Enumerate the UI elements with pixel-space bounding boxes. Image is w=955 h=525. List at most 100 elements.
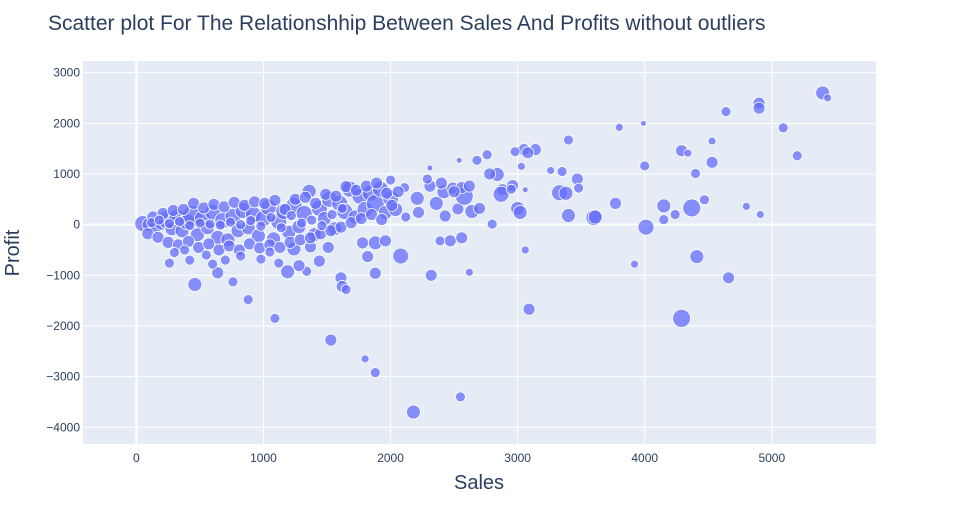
scatter-point[interactable] — [207, 258, 219, 270]
scatter-point[interactable] — [424, 268, 438, 282]
scatter-point[interactable] — [211, 266, 225, 280]
scatter-point[interactable] — [509, 146, 521, 158]
scatter-point[interactable] — [312, 254, 326, 268]
scatter-point[interactable] — [505, 183, 517, 195]
scatter-point[interactable] — [587, 209, 603, 225]
scatter-point[interactable] — [370, 176, 383, 190]
scatter-point[interactable] — [752, 101, 766, 115]
scatter-point[interactable] — [153, 214, 165, 226]
scatter-point[interactable] — [265, 212, 277, 223]
scatter-point[interactable] — [179, 244, 191, 256]
scatter-point[interactable] — [690, 168, 701, 179]
scatter-point[interactable] — [286, 210, 297, 221]
scatter-point[interactable] — [184, 254, 196, 266]
scatter-point[interactable] — [296, 217, 307, 229]
scatter-point[interactable] — [428, 195, 444, 211]
scatter-point[interactable] — [375, 213, 389, 226]
scatter-point[interactable] — [385, 198, 399, 212]
scatter-point[interactable] — [169, 247, 180, 258]
scatter-point[interactable] — [455, 231, 469, 245]
scatter-point[interactable] — [174, 216, 185, 227]
scatter-point[interactable] — [225, 216, 236, 228]
scatter-point[interactable] — [683, 148, 693, 158]
scatter-point[interactable] — [658, 214, 670, 225]
scatter-point[interactable] — [558, 185, 574, 201]
scatter-point[interactable] — [426, 164, 434, 172]
scatter-point[interactable] — [682, 198, 702, 218]
scatter-point[interactable] — [235, 250, 246, 262]
scatter-point[interactable] — [202, 237, 216, 251]
scatter-point[interactable] — [573, 182, 585, 194]
scatter-point[interactable] — [561, 208, 576, 223]
scatter-point[interactable] — [741, 201, 751, 211]
scatter-point[interactable] — [326, 209, 338, 220]
scatter-point[interactable] — [275, 222, 287, 234]
scatter-point[interactable] — [400, 211, 412, 223]
scatter-point[interactable] — [777, 122, 789, 134]
scatter-point[interactable] — [521, 146, 535, 160]
scatter-point[interactable] — [329, 189, 343, 203]
scatter-point[interactable] — [512, 205, 528, 220]
scatter-point[interactable] — [368, 266, 382, 280]
scatter-point[interactable] — [639, 160, 651, 172]
scatter-point[interactable] — [823, 93, 833, 103]
scatter-point[interactable] — [280, 264, 296, 280]
scatter-point[interactable] — [324, 333, 338, 347]
scatter-point[interactable] — [521, 186, 529, 194]
scatter-point[interactable] — [360, 354, 370, 364]
scatter-point[interactable] — [447, 185, 461, 199]
scatter-point[interactable] — [720, 106, 732, 118]
scatter-point[interactable] — [471, 154, 483, 166]
scatter-point[interactable] — [434, 235, 446, 247]
scatter-point[interactable] — [242, 294, 254, 306]
scatter-point[interactable] — [556, 166, 568, 177]
scatter-point[interactable] — [637, 218, 655, 236]
scatter-point[interactable] — [421, 173, 433, 185]
scatter-point[interactable] — [406, 404, 421, 420]
scatter-point[interactable] — [187, 277, 203, 292]
scatter-point[interactable] — [214, 219, 226, 231]
scatter-point[interactable] — [369, 367, 381, 378]
scatter-point[interactable] — [379, 234, 392, 248]
scatter-point[interactable] — [321, 241, 335, 254]
scatter-point[interactable] — [245, 215, 257, 226]
scatter-point[interactable] — [227, 276, 239, 288]
scatter-point[interactable] — [356, 236, 369, 250]
scatter-point[interactable] — [630, 259, 639, 269]
scatter-point[interactable] — [481, 149, 493, 161]
scatter-point[interactable] — [640, 119, 647, 127]
scatter-point[interactable] — [522, 302, 536, 316]
scatter-point[interactable] — [365, 208, 378, 221]
scatter-point[interactable] — [669, 209, 681, 220]
scatter-point[interactable] — [268, 193, 282, 207]
scatter-point[interactable] — [269, 312, 281, 324]
scatter-point[interactable] — [176, 203, 190, 216]
scatter-point[interactable] — [563, 134, 574, 146]
scatter-point[interactable] — [699, 194, 710, 206]
scatter-point[interactable] — [340, 284, 352, 295]
scatter-point[interactable] — [200, 249, 212, 261]
scatter-point[interactable] — [656, 198, 672, 214]
scatter-point[interactable] — [609, 196, 622, 210]
scatter-point[interactable] — [791, 150, 803, 162]
scatter-point[interactable] — [546, 166, 556, 175]
scatter-point[interactable] — [361, 250, 375, 263]
scatter-point[interactable] — [264, 246, 276, 258]
scatter-point[interactable] — [151, 230, 165, 244]
scatter-point[interactable] — [443, 234, 457, 248]
scatter-point[interactable] — [707, 136, 717, 146]
scatter-point[interactable] — [309, 196, 322, 210]
scatter-point[interactable] — [486, 218, 498, 230]
scatter-point[interactable] — [434, 176, 448, 190]
scatter-point[interactable] — [273, 257, 285, 269]
scatter-point[interactable] — [292, 259, 306, 273]
scatter-point[interactable] — [306, 214, 318, 226]
scatter-point[interactable] — [672, 308, 691, 328]
scatter-point[interactable] — [462, 179, 476, 193]
scatter-point[interactable] — [455, 156, 463, 164]
scatter-point[interactable] — [517, 161, 526, 171]
scatter-point[interactable] — [392, 247, 410, 265]
scatter-point[interactable] — [255, 220, 267, 232]
scatter-point[interactable] — [520, 245, 530, 255]
scatter-point[interactable] — [336, 203, 348, 214]
